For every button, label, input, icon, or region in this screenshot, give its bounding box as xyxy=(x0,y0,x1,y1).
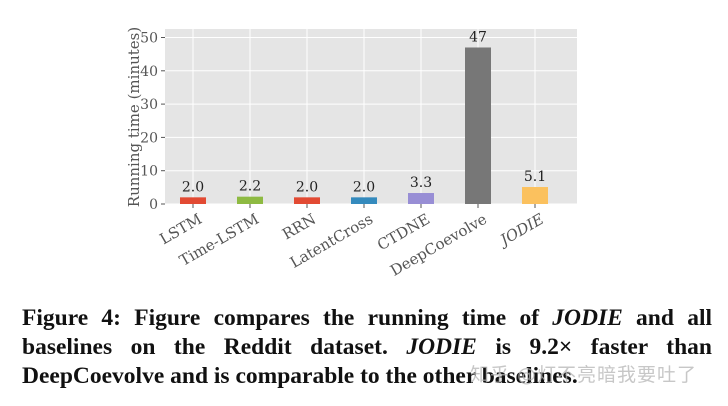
plot-area xyxy=(165,29,577,204)
bar-value-label: 2.0 xyxy=(296,179,318,195)
x-tick-label: RRN xyxy=(279,210,319,243)
bar-ctdne xyxy=(408,193,434,204)
bar-value-label: 2.2 xyxy=(239,179,261,195)
y-tick-label: 30 xyxy=(140,97,158,113)
bar-chart: 2.0 2.2 2.0 2.0 3.3 47 5.1 0 10 20 30 40 50 LSTMTim… xyxy=(125,27,577,280)
caption-jodie: JODIE xyxy=(552,305,623,331)
watermark: 知乎 @灯不亮暗我要吐了 xyxy=(470,364,698,386)
bar-value-label: 2.0 xyxy=(182,179,204,195)
y-tick-label: 20 xyxy=(140,130,158,146)
y-tick-label: 40 xyxy=(140,64,158,80)
y-axis-label: Running time (minutes) xyxy=(125,27,143,207)
y-axis: 0 10 20 30 40 50 xyxy=(140,31,165,213)
caption-jodie: JODIE xyxy=(406,334,477,360)
caption-text: Figure 4: Figure compares the running ti… xyxy=(22,305,553,331)
bar-value-label: 47 xyxy=(469,29,487,45)
y-tick-label: 0 xyxy=(149,197,158,213)
x-tick-label: JODIE xyxy=(495,210,548,251)
caption-text: is 9.2× faster than DeepCoevolve and is … xyxy=(22,334,712,389)
bar-value-label: 2.0 xyxy=(353,179,375,195)
x-tick-label: DeepCoevolve xyxy=(387,210,490,280)
bar-value-label: 3.3 xyxy=(410,175,432,191)
bar-jodie xyxy=(522,187,548,204)
figure-caption: Figure 4: Figure compares the running ti… xyxy=(22,304,712,391)
bars: 2.0 2.2 2.0 2.0 3.3 47 5.1 xyxy=(180,29,548,204)
bar-deepcoevolve xyxy=(465,47,491,204)
bar-latentcross xyxy=(351,197,377,204)
y-tick-label: 10 xyxy=(140,164,158,180)
bar-value-label: 5.1 xyxy=(524,169,546,185)
bar-rrn xyxy=(294,197,320,204)
bar-time-lstm xyxy=(237,196,263,204)
bar-lstm xyxy=(180,197,206,204)
y-tick-label: 50 xyxy=(140,31,158,47)
caption-text: and all baselines on the Reddit dataset. xyxy=(22,305,712,360)
